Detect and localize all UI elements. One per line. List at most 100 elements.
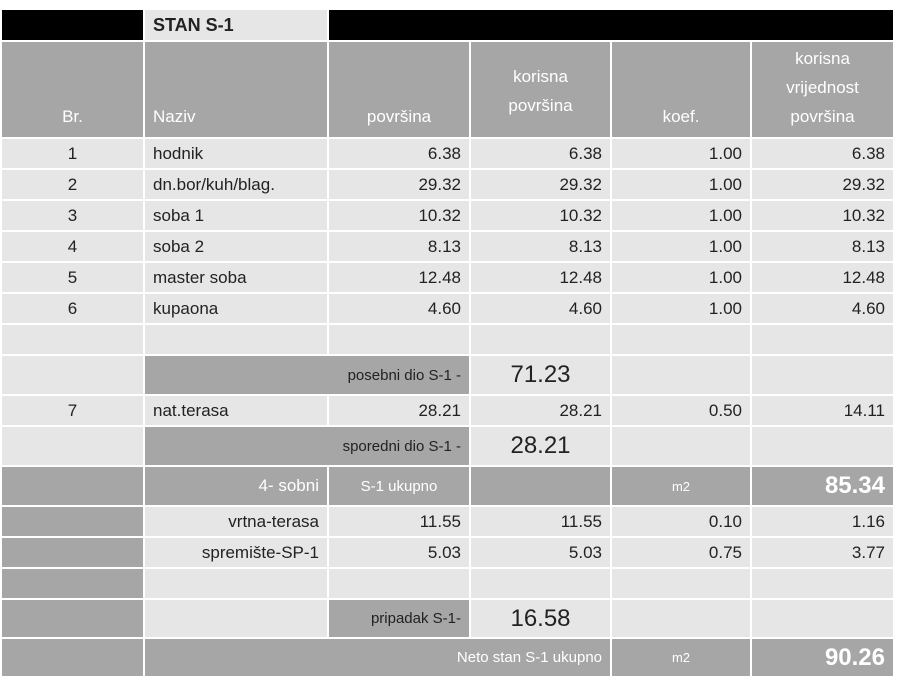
table-row: pripadak S-1- 16.58: [0, 598, 895, 639]
table-cell: [0, 425, 145, 467]
table-cell: 2: [0, 168, 145, 201]
table-cell: [0, 465, 145, 507]
table-cell: [750, 425, 895, 467]
table-row: 3 soba 1 10.32 10.32 1.00 10.32: [0, 199, 895, 232]
table-cell: [327, 323, 471, 356]
table-cell: 1.00: [610, 199, 752, 232]
table-cell: 6.38: [469, 137, 612, 170]
table-cell: [143, 323, 329, 356]
table-row: Neto stan S-1 ukupno m2 90.26: [0, 637, 895, 678]
table-cell: 6.38: [327, 137, 471, 170]
table-cell: [0, 567, 145, 600]
table-cell: [0, 354, 145, 396]
table-cell: 1: [0, 137, 145, 170]
table-cell: 11.55: [327, 505, 471, 538]
table-cell: 1.00: [610, 168, 752, 201]
table-cell: 4- sobni: [143, 465, 329, 507]
table-cell: vrtna-terasa: [143, 505, 329, 538]
area-table: STAN S-1 Br. Naziv površina korisna povr…: [0, 8, 895, 678]
table-cell: 1.00: [610, 230, 752, 263]
table-cell: m2: [610, 637, 752, 678]
table-cell: 3.77: [750, 536, 895, 569]
table-cell: 4.60: [327, 292, 471, 325]
table-row: 6 kupaona 4.60 4.60 1.00 4.60: [0, 292, 895, 325]
table-cell: 6: [0, 292, 145, 325]
table-cell: [469, 567, 612, 600]
table-row: 4- sobni S-1 ukupno m2 85.34: [0, 465, 895, 507]
table-cell: 12.48: [327, 261, 471, 294]
table-cell: 1.16: [750, 505, 895, 538]
table-row: 1 hodnik 6.38 6.38 1.00 6.38: [0, 137, 895, 170]
table-row: [0, 567, 895, 600]
table-cell: pripadak S-1-: [327, 598, 471, 639]
header-cell: koef.: [610, 40, 752, 139]
table-cell: dn.bor/kuh/blag.: [143, 168, 329, 201]
table-cell: 10.32: [327, 199, 471, 232]
table-row: sporedni dio S-1 -28.21: [0, 425, 895, 467]
table-cell: [610, 354, 752, 396]
table-cell: 29.32: [469, 168, 612, 201]
table-cell: soba 2: [143, 230, 329, 263]
table-cell: [143, 598, 329, 639]
table-cell: [750, 354, 895, 396]
table-cell: 4: [0, 230, 145, 263]
table-cell: 0.50: [610, 394, 752, 427]
table-cell: [0, 536, 145, 569]
table-cell: 3: [0, 199, 145, 232]
table-row: spremište-SP-1 5.03 5.03 0.75 3.77: [0, 536, 895, 569]
table-cell: posebni dio S-1 -: [143, 354, 471, 396]
header-cell: korisna vrijednost površina: [750, 40, 895, 139]
table-cell: 8.13: [469, 230, 612, 263]
header-cell: Br.: [0, 40, 145, 139]
table-cell: nat.terasa: [143, 394, 329, 427]
table-cell: hodnik: [143, 137, 329, 170]
table-cell: [750, 567, 895, 600]
table-cell: [750, 598, 895, 639]
table-row: 5 master soba 12.48 12.48 1.00 12.48: [0, 261, 895, 294]
table-cell: 71.23: [469, 354, 612, 396]
header-cell: površina: [327, 40, 471, 139]
table-cell: [0, 323, 145, 356]
table-cell: 85.34: [750, 465, 895, 507]
table-cell: 29.32: [327, 168, 471, 201]
table-cell: 5.03: [327, 536, 471, 569]
header-cell: korisna površina: [469, 40, 612, 139]
table-cell: 1.00: [610, 261, 752, 294]
table-cell: 4.60: [469, 292, 612, 325]
table-cell: 28.21: [469, 394, 612, 427]
table-cell: 8.13: [750, 230, 895, 263]
table-row: posebni dio S-1 -71.23: [0, 354, 895, 396]
table-cell: [610, 598, 752, 639]
table-cell: 10.32: [750, 199, 895, 232]
table-cell: 14.11: [750, 394, 895, 427]
table-cell: master soba: [143, 261, 329, 294]
table-cell: S-1 ukupno: [327, 465, 471, 507]
table-cell: 0.10: [610, 505, 752, 538]
table-cell: sporedni dio S-1 -: [143, 425, 471, 467]
table-cell: [610, 425, 752, 467]
table-cell: 11.55: [469, 505, 612, 538]
table-cell: 28.21: [327, 394, 471, 427]
table-cell: [469, 323, 612, 356]
table-cell: [327, 567, 471, 600]
table-cell: kupaona: [143, 292, 329, 325]
table-cell: [143, 567, 329, 600]
table-cell: [469, 465, 612, 507]
table-cell: 6.38: [750, 137, 895, 170]
table-cell: 29.32: [750, 168, 895, 201]
table-cell: 16.58: [469, 598, 612, 639]
table-cell: 12.48: [750, 261, 895, 294]
table-row: 4 soba 2 8.13 8.13 1.00 8.13: [0, 230, 895, 263]
table-cell: 0.75: [610, 536, 752, 569]
table-cell: soba 1: [143, 199, 329, 232]
table-cell: spremište-SP-1: [143, 536, 329, 569]
header-cell: Naziv: [143, 40, 329, 139]
table-cell: 12.48: [469, 261, 612, 294]
table-cell: 28.21: [469, 425, 612, 467]
table-cell: [610, 567, 752, 600]
table-row: 7 nat.terasa 28.21 28.21 0.50 14.11: [0, 394, 895, 427]
table-cell: 7: [0, 394, 145, 427]
table-cell: [0, 598, 145, 639]
table-cell: 10.32: [469, 199, 612, 232]
